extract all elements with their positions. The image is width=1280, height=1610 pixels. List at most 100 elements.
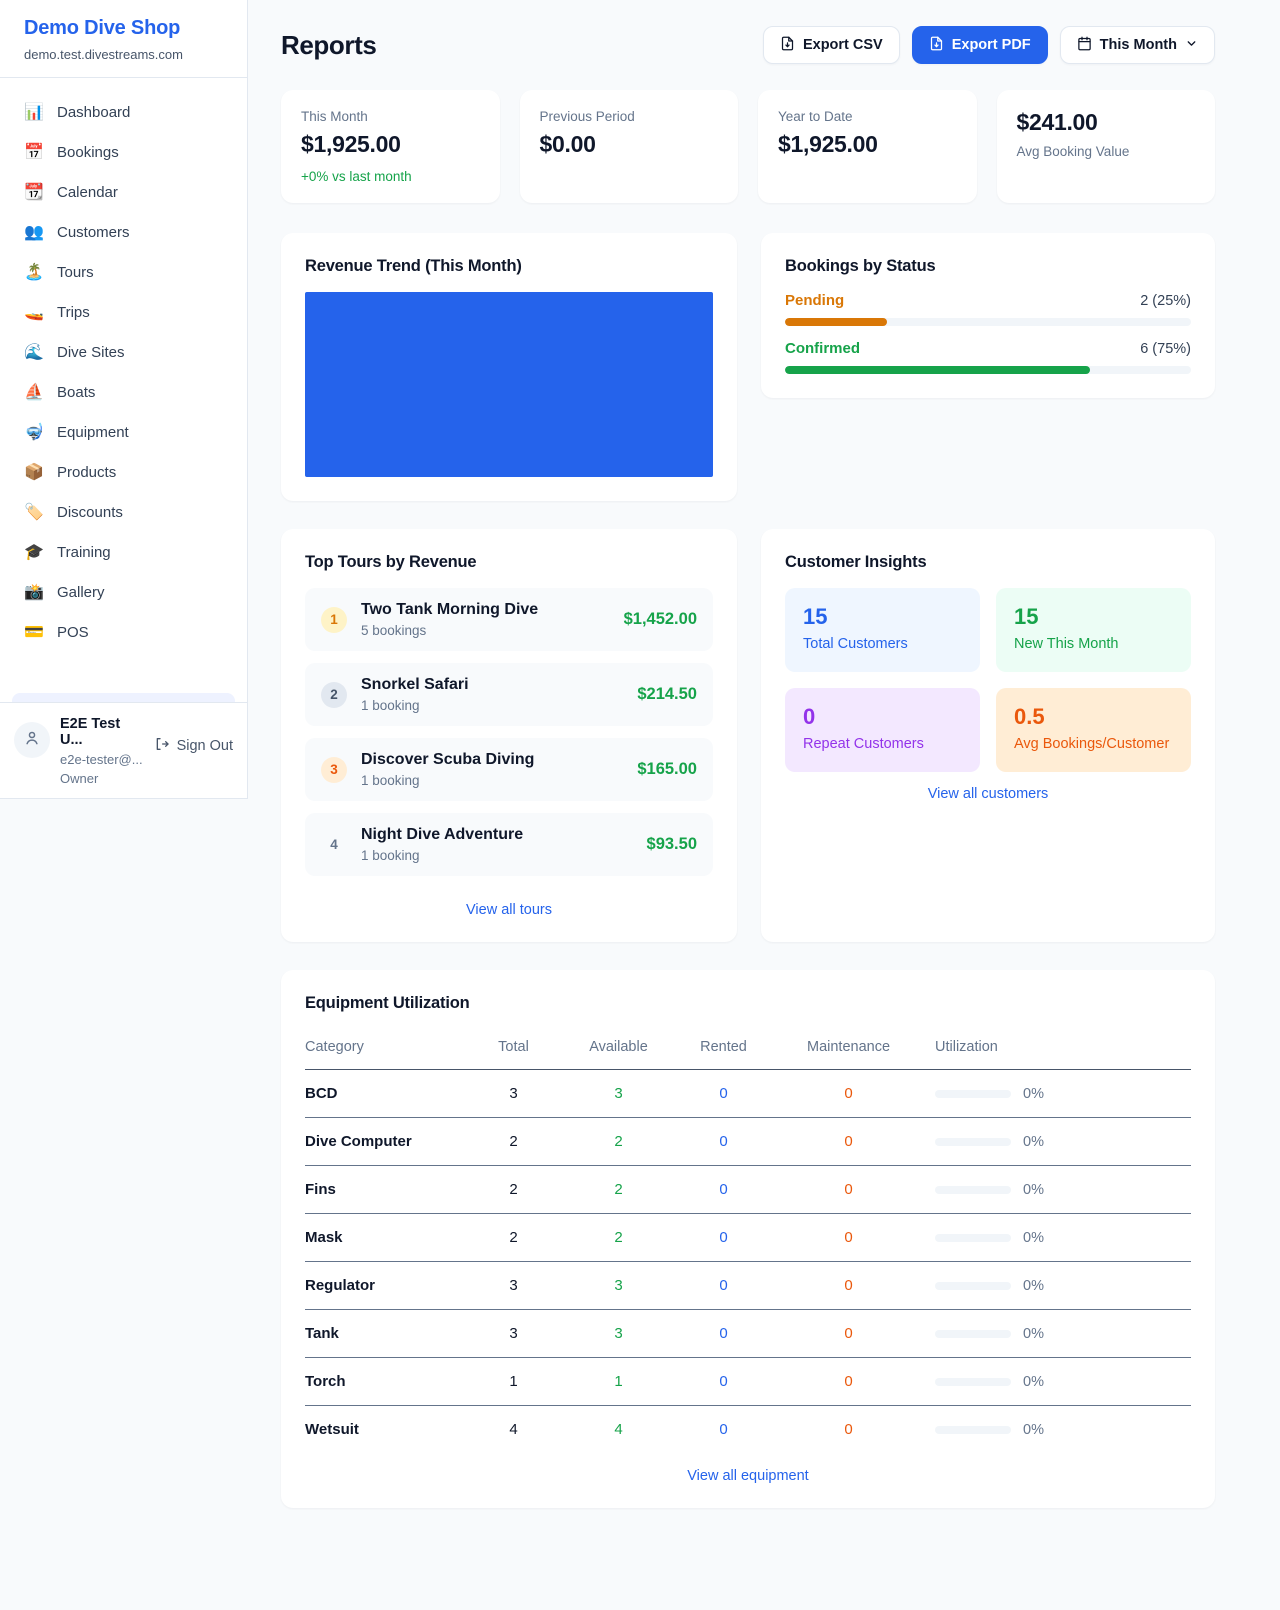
sidebar-item-products[interactable]: 📦 Products <box>12 452 235 492</box>
sidebar-item-boats[interactable]: ⛵ Boats <box>12 372 235 412</box>
tour-info: Snorkel Safari 1 booking <box>361 676 623 713</box>
equipment-maintenance: 0 <box>776 1357 921 1406</box>
stats-row: This Month $1,925.00 +0% vs last month Prev… <box>281 90 1215 203</box>
sign-out-icon <box>154 736 170 756</box>
top-tours-card: Top Tours by Revenue 1 Two Tank Morning D… <box>281 529 737 942</box>
camera-icon: 📸 <box>24 584 44 601</box>
sidebar-item-trips[interactable]: 🚤 Trips <box>12 292 235 332</box>
chevron-down-icon <box>1185 37 1198 54</box>
equipment-available: 3 <box>566 1261 671 1310</box>
stat-label: Year to Date <box>778 109 853 124</box>
status-row-pending: Pending 2 (25%) <box>785 292 1191 326</box>
status-line: Pending 2 (25%) <box>785 292 1191 309</box>
sidebar-item-calendar[interactable]: 📆 Calendar <box>12 172 235 212</box>
status-count: 6 (75%) <box>1140 341 1191 357</box>
utilization-percent: 0% <box>1023 1182 1044 1199</box>
sidebar-item-training[interactable]: 🎓 Training <box>12 532 235 572</box>
sidebar-item-label: Tours <box>57 263 94 281</box>
top-tours-title: Top Tours by Revenue <box>305 553 477 571</box>
sidebar-item-equipment[interactable]: 🤿 Equipment <box>12 412 235 452</box>
tour-row-two-tank-morning-dive[interactable]: 1 Two Tank Morning Dive 5 bookings $1,452.0… <box>305 588 713 651</box>
sign-out-button[interactable]: Sign Out <box>154 736 233 756</box>
shop-domain: demo.test.divestreams.com <box>24 47 183 62</box>
rank-badge: 1 <box>321 606 347 633</box>
sidebar-item-label: Dive Sites <box>57 343 125 361</box>
equipment-total: 3 <box>461 1069 566 1118</box>
utilization-bar <box>935 1282 1011 1291</box>
equipment-table: Category Total Available Rented Maintenance U… <box>305 1029 1191 1454</box>
package-icon: 📦 <box>24 464 44 481</box>
equipment-total: 3 <box>461 1261 566 1310</box>
table-row-bcd: BCD 3 3 0 0 0% <box>305 1069 1191 1118</box>
sidebar-item-label: Calendar <box>57 183 118 201</box>
insight-value: 0 <box>803 704 816 729</box>
insight-label: Total Customers <box>803 636 908 652</box>
utilization-bar <box>935 1186 1011 1195</box>
export-pdf-button[interactable]: Export PDF <box>911 26 1048 64</box>
graduation-cap-icon: 🎓 <box>24 544 44 561</box>
sidebar-item-dive-sites[interactable]: 🌊 Dive Sites <box>12 332 235 372</box>
sidebar-item-label: POS <box>57 623 89 641</box>
sidebar-nav: 📊 Dashboard 📅 Bookings 📆 Calendar 👥 Customers 🏝️… <box>0 78 247 702</box>
sidebar-header: Demo Dive Shop demo.test.divestreams.com <box>0 0 247 78</box>
sidebar-item-label: Gallery <box>57 583 105 601</box>
sidebar-item-dashboard[interactable]: 📊 Dashboard <box>12 92 235 132</box>
column-header-available: Available <box>566 1029 671 1070</box>
table-row-regulator: Regulator 3 3 0 0 0% <box>305 1261 1191 1310</box>
sidebar-item-gallery[interactable]: 📸 Gallery <box>12 572 235 612</box>
status-bar-fill <box>785 318 887 326</box>
equipment-utilization: 0% <box>921 1406 1191 1454</box>
tour-row-discover-scuba-diving[interactable]: 3 Discover Scuba Diving 1 booking $165.00 <box>305 738 713 801</box>
tour-revenue: $1,452.00 <box>623 610 697 628</box>
sidebar-item-customers[interactable]: 👥 Customers <box>12 212 235 252</box>
file-download-icon <box>780 36 795 55</box>
sign-out-label: Sign Out <box>176 738 233 754</box>
sidebar-item-reports-partial[interactable] <box>12 693 235 702</box>
status-rows: Pending 2 (25%) Confirmed 6 (75%) <box>785 292 1191 374</box>
equipment-category: Torch <box>305 1357 461 1406</box>
person-icon <box>23 729 41 752</box>
equipment-maintenance: 0 <box>776 1069 921 1118</box>
tour-row-snorkel-safari[interactable]: 2 Snorkel Safari 1 booking $214.50 <box>305 663 713 726</box>
sidebar-item-tours[interactable]: 🏝️ Tours <box>12 252 235 292</box>
equipment-available: 2 <box>566 1165 671 1214</box>
tour-row-night-dive-adventure[interactable]: 4 Night Dive Adventure 1 booking $93.50 <box>305 813 713 876</box>
stat-card-year-to-date: Year to Date $1,925.00 <box>758 90 977 203</box>
sailboat-icon: ⛵ <box>24 384 44 401</box>
utilization-percent: 0% <box>1023 1230 1044 1247</box>
sidebar-item-bookings[interactable]: 📅 Bookings <box>12 132 235 172</box>
shop-name: Demo Dive Shop <box>24 17 181 39</box>
status-label: Pending <box>785 292 845 309</box>
equipment-available: 3 <box>566 1309 671 1358</box>
tear-off-calendar-icon: 📆 <box>24 184 44 201</box>
equipment-utilization: 0% <box>921 1117 1191 1166</box>
view-all-tours-link[interactable]: View all tours <box>466 902 552 918</box>
status-bar-track <box>785 318 1191 326</box>
stat-label: Previous Period <box>539 109 635 124</box>
view-all-customers-link[interactable]: View all customers <box>927 786 1049 802</box>
table-row-fins: Fins 2 2 0 0 0% <box>305 1165 1191 1214</box>
tour-revenue: $214.50 <box>637 685 697 703</box>
sidebar-item-pos[interactable]: 💳 POS <box>12 612 235 652</box>
file-download-icon <box>929 36 944 55</box>
bookings-by-status-card: Bookings by Status Pending 2 (25%) Confirm… <box>761 233 1215 398</box>
equipment-utilization-title: Equipment Utilization <box>305 994 470 1012</box>
tour-bookings: 1 booking <box>361 698 420 713</box>
customer-insights-card: Customer Insights 15 Total Customers 15 New… <box>761 529 1215 942</box>
rank-badge: 4 <box>330 837 338 852</box>
avatar <box>14 722 50 758</box>
equipment-rented: 0 <box>671 1357 776 1406</box>
sidebar-item-discounts[interactable]: 🏷️ Discounts <box>12 492 235 532</box>
rank-badge: 3 <box>321 756 347 783</box>
equipment-utilization: 0% <box>921 1357 1191 1406</box>
status-bar-track <box>785 366 1191 374</box>
insight-value: 0.5 <box>1014 704 1045 729</box>
export-csv-button[interactable]: Export CSV <box>762 26 900 64</box>
tour-bookings: 1 booking <box>361 773 420 788</box>
equipment-category: Regulator <box>305 1261 461 1310</box>
view-all-equipment-link[interactable]: View all equipment <box>687 1467 809 1484</box>
utilization-bar <box>935 1234 1011 1243</box>
period-select[interactable]: This Month <box>1059 26 1215 64</box>
table-row-wetsuit: Wetsuit 4 4 0 0 0% <box>305 1406 1191 1454</box>
header-actions: Export CSV Export PDF <box>762 26 1215 64</box>
